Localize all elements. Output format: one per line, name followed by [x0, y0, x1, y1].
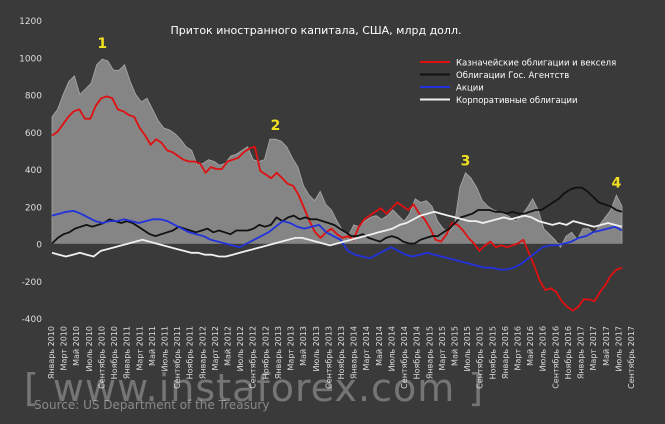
chart-title: Приток иностранного капитала, США, млрд … [171, 24, 462, 37]
x-tick-label: Июль 2011 [161, 326, 170, 371]
x-tick-label: Сентябрь 2011 [173, 326, 182, 389]
x-tick-label: Май 2011 [148, 326, 157, 366]
annotation-3: 3 [461, 153, 471, 169]
x-tick-label: Март 2012 [211, 326, 220, 370]
x-tick-label: Январь 2013 [274, 326, 283, 379]
x-tick-label: Май 2010 [72, 326, 81, 366]
y-tick-label: 200 [25, 203, 42, 213]
y-tick-label: 400 [25, 166, 42, 176]
x-tick-label: Март 2015 [438, 326, 447, 370]
series-line-4 [51, 210, 623, 258]
x-tick-label: Январь 2017 [577, 326, 586, 379]
x-tick-label: Ноябрь 2012 [261, 326, 270, 379]
y-tick-label: 1200 [19, 17, 42, 27]
x-tick-label: Ноябрь 2016 [564, 326, 573, 379]
x-tick-label: Сентябрь 2016 [551, 326, 560, 389]
area-total [51, 58, 623, 248]
series-line-1 [51, 95, 623, 312]
legend-label-1: Казначейские облигации и векселя [456, 59, 616, 69]
x-tick-label: Март 2017 [589, 326, 598, 370]
x-tick-label: Сентябрь 2013 [324, 326, 333, 389]
y-tick-label: 0 [36, 241, 42, 251]
annotation-1: 1 [97, 36, 107, 52]
x-tick-label: Январь 2016 [501, 326, 510, 379]
annotation-4: 4 [612, 176, 622, 192]
x-tick-label: Март 2010 [60, 326, 69, 370]
x-tick-label: Март 2011 [135, 326, 144, 370]
y-tick-label: 800 [25, 92, 42, 102]
x-tick-label: Сентябрь 2014 [400, 326, 409, 389]
x-tick-label: Май 2017 [602, 326, 611, 366]
x-tick-label: Июль 2017 [614, 326, 623, 371]
x-tick-label: Май 2015 [451, 326, 460, 366]
series-line-3 [51, 209, 623, 271]
x-tick-label: Март 2014 [362, 326, 371, 370]
x-tick-label: Май 2012 [224, 326, 233, 366]
x-tick-label: Май 2016 [526, 326, 535, 366]
x-tick-label: Сентябрь 2017 [627, 326, 636, 389]
annotation-2: 2 [271, 118, 281, 134]
y-tick-label: 1000 [19, 54, 42, 64]
x-tick-label: Июль 2013 [312, 326, 321, 371]
x-tick-label: Январь 2012 [198, 326, 207, 379]
y-tick-label: -400 [22, 315, 43, 325]
x-tick-label: Январь 2015 [425, 326, 434, 379]
y-tick-label: -200 [22, 278, 43, 288]
y-tick-label: 600 [25, 129, 42, 139]
x-tick-label: Сентябрь 2015 [476, 326, 485, 389]
legend-label-2: Облигации Гос. Агентств [456, 71, 569, 81]
x-tick-label: Январь 2010 [47, 326, 56, 379]
x-tick-label: Ноябрь 2011 [186, 326, 195, 379]
x-tick-label: Март 2013 [287, 326, 296, 370]
legend-label-3: Акции [456, 84, 484, 94]
series-line-2 [51, 186, 623, 245]
x-tick-label: Ноябрь 2010 [110, 326, 119, 379]
x-tick-label: Июль 2010 [85, 326, 94, 371]
x-tick-label: Май 2014 [375, 326, 384, 366]
x-tick-label: Июль 2012 [236, 326, 245, 371]
x-tick-label: Июль 2015 [463, 326, 472, 371]
x-tick-label: Июль 2016 [539, 326, 548, 371]
x-tick-label: Март 2016 [514, 326, 523, 370]
x-tick-label: Июль 2014 [387, 326, 396, 371]
x-tick-label: Ноябрь 2013 [337, 326, 346, 379]
x-tick-label: Сентябрь 2012 [249, 326, 258, 389]
legend-label-4: Корпоративные облигации [456, 96, 578, 106]
x-tick-label: Май 2013 [299, 326, 308, 366]
x-tick-label: Ноябрь 2015 [488, 326, 497, 379]
x-tick-label: Сентябрь 2010 [97, 326, 106, 389]
x-tick-label: Январь 2011 [123, 326, 132, 379]
x-tick-label: Ноябрь 2014 [413, 326, 422, 379]
x-tick-label: Январь 2014 [350, 326, 359, 379]
